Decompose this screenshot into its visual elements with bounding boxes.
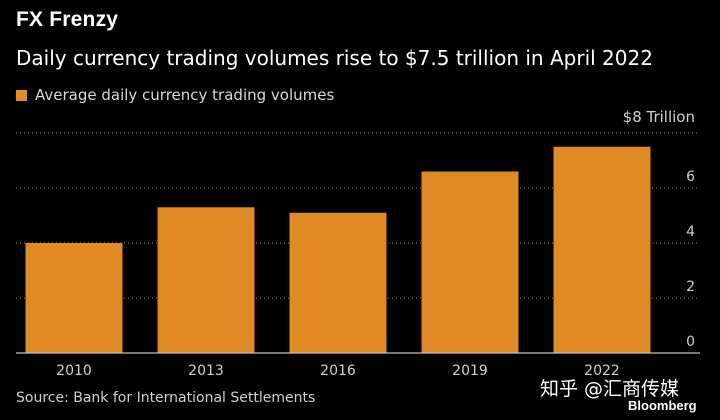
chart-subtitle: Daily currency trading volumes rise to $… (16, 46, 653, 70)
legend: Average daily currency trading volumes (16, 86, 334, 104)
x-axis-ticks: 2010 2013 2016 2019 2022 (56, 363, 620, 379)
bar-2019 (421, 171, 519, 353)
y-tick-label: 0 (686, 334, 695, 350)
y-axis-ticks: 0 2 4 6 (686, 169, 695, 350)
y-tick-label: 4 (686, 224, 695, 240)
x-tick-label: 2010 (56, 363, 92, 379)
x-tick-label: 2019 (452, 363, 488, 379)
bar-2010 (25, 243, 123, 353)
x-tick-label: 2022 (584, 363, 620, 379)
brand-logo: Bloomberg (628, 398, 697, 413)
bar-2022 (553, 146, 651, 353)
bar-2013 (157, 207, 255, 353)
source-note: Source: Bank for International Settlemen… (16, 390, 316, 406)
legend-swatch (16, 89, 27, 101)
bar-layer (25, 146, 651, 353)
x-tick-label: 2013 (188, 363, 224, 379)
y-tick-label: 2 (686, 279, 695, 295)
bar-2016 (289, 212, 387, 353)
y-axis-label: $8 Trillion (623, 108, 695, 126)
x-tick-label: 2016 (320, 363, 356, 379)
y-tick-label: 6 (686, 169, 695, 185)
legend-label: Average daily currency trading volumes (35, 86, 335, 104)
watermark: 知乎 @汇商传媒 (540, 378, 680, 400)
chart-title: FX Frenzy (16, 8, 119, 31)
